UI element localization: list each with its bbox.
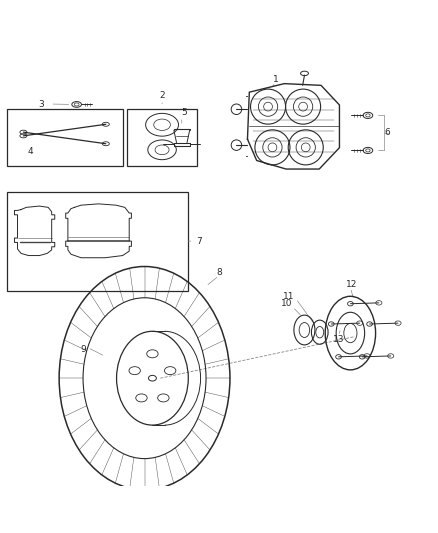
Text: 13: 13 — [333, 335, 344, 344]
Text: 6: 6 — [385, 128, 391, 138]
Text: 2: 2 — [159, 91, 165, 100]
Text: 8: 8 — [216, 268, 222, 277]
Text: 11: 11 — [283, 292, 295, 301]
Text: 1: 1 — [273, 75, 279, 84]
Bar — [7, 109, 123, 166]
Text: 7: 7 — [196, 237, 202, 246]
Text: 4: 4 — [28, 147, 33, 156]
Text: 5: 5 — [181, 108, 187, 117]
Text: 10: 10 — [281, 299, 293, 308]
Text: 12: 12 — [346, 279, 357, 288]
Text: 9: 9 — [80, 345, 86, 354]
Bar — [7, 192, 188, 290]
Bar — [127, 109, 197, 166]
Text: 3: 3 — [39, 100, 45, 109]
